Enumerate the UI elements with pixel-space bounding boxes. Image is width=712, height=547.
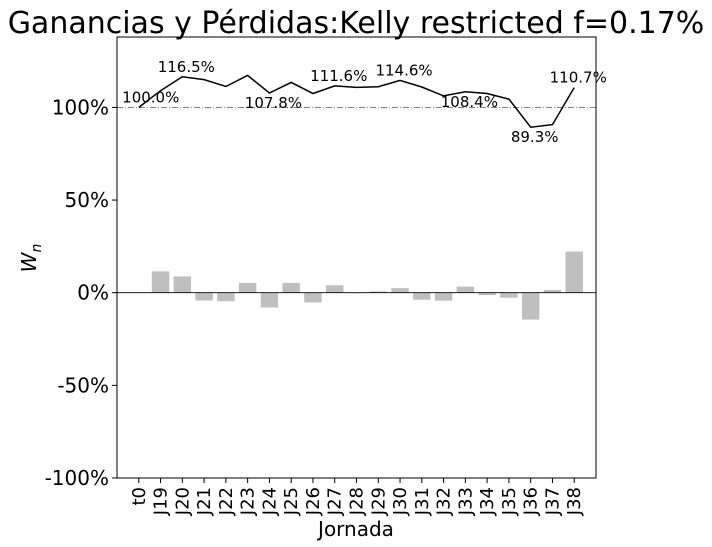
axes-frame — [116, 36, 597, 479]
bar — [195, 292, 213, 301]
data-label: 114.6% — [375, 61, 432, 79]
bar — [217, 292, 235, 302]
data-label: 100.0% — [122, 88, 179, 106]
x-tick-label: J31 — [412, 487, 433, 516]
bar — [456, 286, 475, 293]
plot-area: 100.0% 116.5% 107.8% 111.6% 114.6% 108.4% 89.3… — [45, 36, 607, 516]
data-label: 108.4% — [441, 93, 498, 111]
bar — [500, 292, 518, 298]
x-tick-label: J35 — [499, 487, 520, 516]
bar — [151, 271, 170, 293]
x-tick-label: J19 — [151, 487, 172, 516]
data-label: 107.8% — [245, 94, 302, 112]
x-tick-label: J36 — [521, 487, 542, 516]
series-line — [138, 74, 575, 128]
bar — [238, 282, 257, 293]
x-tick-label: J33 — [455, 487, 476, 516]
data-label: 116.5% — [158, 58, 215, 76]
data-label: 89.3% — [511, 128, 559, 146]
x-tick-label: t0 — [129, 487, 150, 506]
bar — [282, 282, 300, 293]
y-tick-label: 100% — [52, 95, 109, 119]
x-axis-label: Jornada — [316, 517, 394, 541]
x-tick-label: J24 — [259, 487, 280, 516]
bar — [173, 276, 192, 293]
x-tick-label: J32 — [434, 487, 455, 516]
bar — [326, 285, 344, 293]
x-tick-label: J21 — [194, 487, 215, 516]
bar — [304, 292, 322, 303]
x-tick-label: J26 — [303, 487, 324, 516]
bar — [434, 292, 453, 301]
bar — [543, 289, 562, 293]
x-tick-label: J38 — [564, 487, 585, 516]
bar — [369, 291, 387, 293]
x-tick-label: J37 — [542, 487, 563, 516]
bar — [565, 251, 583, 293]
x-tick-label: J23 — [238, 487, 259, 516]
y-tick-label: 50% — [65, 188, 109, 212]
x-tick-label: J25 — [281, 487, 302, 516]
bar — [478, 292, 496, 296]
y-tick-label: -50% — [57, 373, 109, 397]
y-axis-label-sub: n — [29, 244, 45, 253]
x-tick-label: J28 — [347, 487, 368, 516]
x-tick-label: J29 — [368, 487, 389, 516]
data-label: 110.7% — [550, 69, 607, 87]
bar — [260, 292, 279, 308]
x-tick-label: J20 — [172, 487, 193, 516]
y-tick-label: 0% — [77, 281, 109, 305]
y-axis-label: Wn — [17, 244, 45, 273]
chart-title: Ganancias y Pérdidas:Kelly restricted f=… — [8, 6, 705, 41]
data-label: 111.6% — [310, 67, 367, 85]
x-tick-label: J34 — [477, 487, 498, 516]
bar — [413, 292, 431, 300]
y-tick-label: -100% — [45, 466, 109, 490]
bar — [521, 292, 540, 320]
x-tick-label: J30 — [390, 487, 411, 516]
bar — [391, 288, 409, 293]
y-axis-label-main: W — [17, 251, 41, 272]
x-tick-label: J22 — [216, 487, 237, 516]
x-tick-label: J27 — [325, 487, 346, 516]
